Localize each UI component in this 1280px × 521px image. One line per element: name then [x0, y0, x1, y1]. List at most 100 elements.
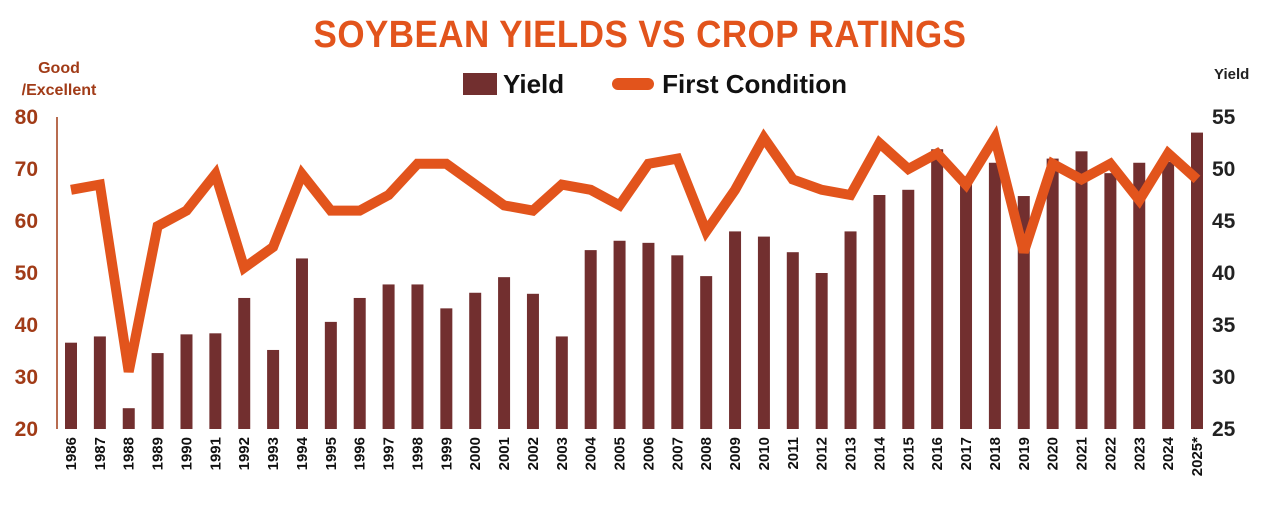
right-ticks: 55 50 45 40 35 30 25: [1212, 106, 1236, 441]
legend-swatch-first-condition: [612, 78, 655, 90]
x-tick-label-2023: 2023: [1131, 437, 1148, 470]
right-tick-label: 35: [1212, 314, 1236, 337]
bar-yield-1996: [353, 297, 366, 429]
bar-yield-1989: [151, 353, 164, 429]
bar-yield-1988: [122, 408, 135, 429]
bar-yield-1992: [238, 297, 251, 429]
bar-yield-2017: [960, 176, 973, 429]
x-tick-label-1994: 1994: [294, 436, 311, 470]
x-tick-label-1988: 1988: [121, 437, 138, 470]
bar-yield-2020: [1046, 158, 1059, 429]
bar-yield-2013: [844, 231, 857, 429]
x-tick-label-2013: 2013: [843, 437, 860, 470]
legend-item-first-condition: First Condition: [612, 69, 847, 100]
bar-yield-2014: [873, 195, 886, 429]
line-group: [70, 125, 1201, 373]
legend: Yield First Condition: [463, 68, 895, 100]
bar-yield-1991: [209, 333, 222, 429]
bar-yield-1993: [267, 349, 280, 429]
bar-yield-2006: [642, 242, 655, 429]
bar-yield-2015: [902, 189, 915, 429]
x-tick-label-2021: 2021: [1074, 437, 1091, 470]
bar-yield-2018: [988, 162, 1001, 429]
x-tick-label-2019: 2019: [1016, 437, 1033, 470]
bar-yield-2005: [613, 240, 626, 429]
legend-item-yield: Yield: [463, 69, 564, 100]
x-tick-label-2022: 2022: [1102, 437, 1119, 470]
bar-yield-2021: [1075, 151, 1088, 429]
x-tick-label-1989: 1989: [150, 437, 167, 470]
bar-yield-2000: [469, 292, 482, 429]
right-tick-label: 50: [1212, 158, 1235, 181]
x-tick-label-1999: 1999: [438, 437, 455, 470]
x-tick-label-2014: 2014: [871, 436, 888, 470]
x-tick-label-2017: 2017: [958, 437, 975, 470]
x-tick-label-2006: 2006: [640, 437, 657, 470]
x-tick-label-2024: 2024: [1160, 436, 1177, 470]
right-tick-label: 55: [1212, 106, 1236, 129]
x-tick-label-1995: 1995: [323, 437, 340, 470]
x-tick-label-2008: 2008: [698, 437, 715, 470]
bar-yield-1986: [65, 342, 77, 429]
x-tick-label-2018: 2018: [987, 437, 1004, 470]
left-tick-label: 50: [15, 262, 38, 285]
bar-yield-2001: [498, 277, 511, 429]
bar-yield-1995: [324, 321, 337, 429]
x-tick-label-2007: 2007: [669, 437, 686, 470]
left-tick-label: 70: [15, 158, 38, 181]
bar-yield-2022: [1104, 173, 1117, 429]
line-first-condition: [70, 125, 1201, 373]
x-tick-label-1993: 1993: [265, 437, 282, 470]
left-ticks: 80 70 60 50 40 30 20: [15, 106, 38, 441]
bar-yield-2012: [815, 273, 828, 429]
right-tick-label: 40: [1212, 262, 1235, 285]
x-tick-label-1997: 1997: [381, 437, 398, 470]
bar-yield-2007: [671, 255, 684, 429]
left-tick-label: 20: [15, 418, 38, 441]
x-tick-label-1991: 1991: [207, 437, 224, 470]
x-ticks: 1986 1987 1988 1989 1990 1991 1992 1993 1994 1995…: [63, 436, 1206, 476]
bar-yield-1997: [382, 284, 395, 429]
left-tick-label: 40: [15, 314, 38, 337]
x-tick-label-2001: 2001: [496, 437, 513, 470]
x-tick-label-2025: 2025*: [1189, 437, 1206, 476]
x-tick-label-2012: 2012: [814, 437, 831, 470]
x-tick-label-2020: 2020: [1045, 437, 1062, 470]
x-tick-label-2003: 2003: [554, 437, 571, 470]
bar-yield-2023: [1133, 162, 1146, 429]
bar-yield-2025: [1191, 132, 1203, 429]
right-axis-title: Yield: [1214, 66, 1250, 83]
bar-yield-2016: [931, 149, 944, 430]
bar-yield-2002: [526, 293, 539, 429]
bar-yield-2003: [555, 336, 568, 429]
legend-label-first-condition: First Condition: [662, 68, 848, 99]
right-tick-label: 25: [1212, 418, 1236, 441]
x-tick-label-2005: 2005: [612, 437, 629, 470]
bar-yield-1999: [440, 308, 453, 429]
right-tick-label: 30: [1212, 366, 1235, 389]
x-tick-label-1990: 1990: [178, 437, 195, 470]
x-tick-label-2004: 2004: [583, 436, 600, 470]
bar-yield-1994: [295, 258, 308, 429]
left-tick-label: 60: [15, 210, 38, 233]
left-tick-label: 30: [15, 366, 38, 389]
x-tick-label-1992: 1992: [236, 437, 253, 470]
x-tick-label-2011: 2011: [785, 437, 802, 470]
x-tick-label-2016: 2016: [929, 437, 946, 470]
bar-yield-2024: [1162, 161, 1175, 429]
bar-yield-2008: [700, 276, 713, 429]
bar-yield-2004: [584, 250, 597, 429]
x-tick-label-1987: 1987: [92, 437, 109, 470]
x-tick-label-2010: 2010: [756, 437, 773, 470]
bar-yield-2019: [1017, 196, 1030, 429]
chart-title: SOYBEAN YIELDS VS CROP RATINGS: [313, 14, 967, 56]
bar-yield-2009: [729, 231, 742, 429]
legend-swatch-yield: [463, 73, 497, 95]
right-tick-label: 45: [1212, 210, 1236, 233]
left-axis-title: Good /Excellent: [21, 60, 97, 99]
x-tick-label-1986: 1986: [63, 437, 80, 470]
bar-yield-1990: [180, 334, 193, 429]
left-tick-label: 80: [15, 106, 38, 129]
